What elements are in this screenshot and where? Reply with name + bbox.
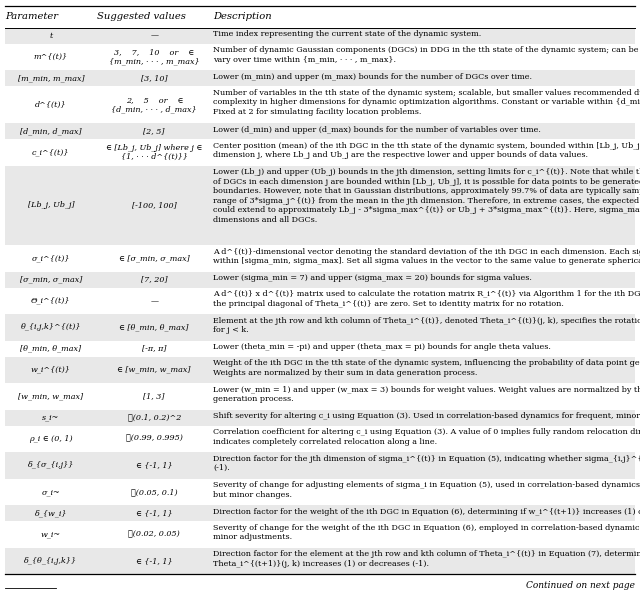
Bar: [5, 478, 635, 505]
Text: [2, 5]: [2, 5]: [143, 127, 165, 135]
Text: 3,    7,    10    or    ∈
{m_min, · · · , m_max}: 3, 7, 10 or ∈ {m_min, · · · , m_max}: [109, 48, 200, 65]
Text: [σ_min, σ_max]: [σ_min, σ_max]: [20, 275, 82, 284]
Bar: [5, 521, 635, 547]
Bar: [5, 314, 635, 340]
Text: δ_{w_i}: δ_{w_i}: [35, 509, 67, 517]
Text: [d_min, d_max]: [d_min, d_max]: [20, 127, 82, 135]
Bar: [5, 43, 635, 70]
Text: Lower (sigma_min = 7) and upper (sigma_max = 20) bounds for sigma values.: Lower (sigma_min = 7) and upper (sigma_m…: [213, 274, 532, 282]
Text: ∈ [σ_min, σ_max]: ∈ [σ_min, σ_max]: [119, 254, 189, 262]
Bar: [5, 6, 635, 28]
Bar: [5, 452, 635, 478]
Text: Lower (theta_min = -pi) and upper (theta_max = pi) bounds for angle theta values: Lower (theta_min = -pi) and upper (theta…: [213, 343, 551, 351]
Text: [Lb_j, Ub_j]: [Lb_j, Ub_j]: [28, 201, 74, 209]
Text: Parameter: Parameter: [5, 12, 58, 21]
Bar: [5, 505, 635, 521]
Text: δ_{σ_{i,j}}: δ_{σ_{i,j}}: [28, 461, 74, 469]
Text: Severity of change for adjusting elements of sigma_i in Equation (5), used in co: Severity of change for adjusting element…: [213, 481, 640, 499]
Text: [-100, 100]: [-100, 100]: [132, 201, 177, 209]
Text: Suggested values: Suggested values: [97, 12, 186, 21]
Bar: [5, 28, 635, 43]
Text: Number of dynamic Gaussian components (DGCs) in DDG in the tth state of the dyna: Number of dynamic Gaussian components (D…: [213, 46, 640, 64]
Text: Θ_i^{(t)}: Θ_i^{(t)}: [31, 297, 70, 305]
Bar: [5, 356, 635, 383]
Text: 𝒰(0.99, 0.995): 𝒰(0.99, 0.995): [126, 435, 182, 443]
Text: Element at the jth row and kth column of Theta_i^{(t)}, denoted Theta_i^{(t)}(j,: Element at the jth row and kth column of…: [213, 317, 640, 334]
Text: ∈ [θ_min, θ_max]: ∈ [θ_min, θ_max]: [120, 323, 189, 331]
Text: Lower (m_min) and upper (m_max) bounds for the number of DGCs over time.: Lower (m_min) and upper (m_max) bounds f…: [213, 73, 532, 81]
Bar: [5, 166, 635, 245]
Text: Correlation coefficient for altering c_i using Equation (3). A value of 0 implie: Correlation coefficient for altering c_i…: [213, 428, 640, 446]
Text: Direction factor for the element at the jth row and kth column of Theta_i^{(t)} : Direction factor for the element at the …: [213, 550, 640, 568]
Text: ∈ {-1, 1}: ∈ {-1, 1}: [136, 509, 173, 517]
Text: ρ_i ∈ (0, 1): ρ_i ∈ (0, 1): [29, 435, 73, 443]
Text: δ_{θ_{i,j,k}}: δ_{θ_{i,j,k}}: [24, 557, 77, 565]
Text: Continued on next page: Continued on next page: [526, 581, 635, 590]
Text: A d^{(t)} x d^{(t)} matrix used to calculate the rotation matrix R_i^{(t)} via A: A d^{(t)} x d^{(t)} matrix used to calcu…: [213, 290, 640, 308]
Text: [m_min, m_max]: [m_min, m_max]: [17, 74, 84, 82]
Text: [3, 10]: [3, 10]: [141, 74, 168, 82]
Bar: [5, 123, 635, 139]
Bar: [5, 70, 635, 86]
Text: 2,    5    or    ∈
{d_min, · · · , d_max}: 2, 5 or ∈ {d_min, · · · , d_max}: [111, 96, 197, 114]
Text: Lower (d_min) and upper (d_max) bounds for the number of variables over time.: Lower (d_min) and upper (d_max) bounds f…: [213, 126, 541, 134]
Text: [-π, π]: [-π, π]: [142, 345, 166, 353]
Text: [w_min, w_max]: [w_min, w_max]: [19, 392, 83, 400]
Text: —: —: [150, 32, 158, 40]
Text: [7, 20]: [7, 20]: [141, 275, 168, 284]
Text: [θ_min, θ_max]: [θ_min, θ_max]: [20, 345, 81, 353]
Text: Time index representing the current state of the dynamic system.: Time index representing the current stat…: [213, 30, 481, 39]
Text: s_i~: s_i~: [42, 414, 60, 422]
Text: t: t: [49, 32, 52, 40]
Bar: [5, 287, 635, 314]
Text: w_i^{(t)}: w_i^{(t)}: [31, 366, 71, 374]
Text: c_i^{(t)}: c_i^{(t)}: [32, 149, 70, 156]
Text: ∈ [w_min, w_max]: ∈ [w_min, w_max]: [118, 366, 191, 374]
Bar: [5, 547, 635, 574]
Bar: [5, 271, 635, 287]
Text: Direction factor for the weight of the ith DGC in Equation (6), determining if w: Direction factor for the weight of the i…: [213, 508, 640, 516]
Text: —: —: [150, 297, 158, 305]
Bar: [5, 86, 635, 123]
Bar: [5, 245, 635, 271]
Bar: [5, 383, 635, 409]
Text: A d^{(t)}-dimensional vector denoting the standard deviation of the ith DGC in e: A d^{(t)}-dimensional vector denoting th…: [213, 248, 640, 265]
Text: d^{(t)}: d^{(t)}: [35, 101, 67, 109]
Bar: [5, 139, 635, 166]
Text: Direction factor for the jth dimension of sigma_i^{(t)} in Equation (5), indicat: Direction factor for the jth dimension o…: [213, 455, 640, 472]
Text: σ_i~: σ_i~: [42, 488, 60, 496]
Text: θ_{i,j,k}^{(t)}: θ_{i,j,k}^{(t)}: [20, 323, 81, 331]
Text: Description: Description: [213, 12, 272, 21]
Text: Lower (Lb_j) and upper (Ub_j) bounds in the jth dimension, setting limits for c_: Lower (Lb_j) and upper (Ub_j) bounds in …: [213, 168, 640, 224]
Text: m^{(t)}: m^{(t)}: [34, 53, 68, 61]
Text: 𝒰(0.1, 0.2)^2: 𝒰(0.1, 0.2)^2: [127, 414, 181, 422]
Text: ∈ {-1, 1}: ∈ {-1, 1}: [136, 557, 173, 565]
Text: 𝒰(0.05, 0.1): 𝒰(0.05, 0.1): [131, 488, 177, 496]
Text: Number of variables in the tth state of the dynamic system; scalable, but smalle: Number of variables in the tth state of …: [213, 89, 640, 116]
Text: Center position (mean) of the ith DGC in the tth state of the dynamic system, bo: Center position (mean) of the ith DGC in…: [213, 142, 640, 159]
Text: Shift severity for altering c_i using Equation (3). Used in correlation-based dy: Shift severity for altering c_i using Eq…: [213, 412, 640, 420]
Text: w_i~: w_i~: [41, 530, 61, 538]
Text: Weight of the ith DGC in the tth state of the dynamic system, influencing the pr: Weight of the ith DGC in the tth state o…: [213, 359, 640, 377]
Text: ∈ {-1, 1}: ∈ {-1, 1}: [136, 461, 173, 469]
Bar: [5, 425, 635, 452]
Text: σ_i^{(t)}: σ_i^{(t)}: [31, 254, 70, 262]
Bar: [5, 340, 635, 356]
Text: 𝒰(0.02, 0.05): 𝒰(0.02, 0.05): [129, 530, 180, 538]
Text: Lower (w_min = 1) and upper (w_max = 3) bounds for weight values. Weight values : Lower (w_min = 1) and upper (w_max = 3) …: [213, 386, 640, 403]
Text: Severity of change for the weight of the ith DGC in Equation (6), employed in co: Severity of change for the weight of the…: [213, 524, 640, 541]
Bar: [5, 409, 635, 425]
Text: ∈ [Lb_j, Ub_j] where j ∈
{1, · · · d^{(t)}}: ∈ [Lb_j, Ub_j] where j ∈ {1, · · · d^{(t…: [106, 144, 202, 161]
Text: [1, 3]: [1, 3]: [143, 392, 165, 400]
